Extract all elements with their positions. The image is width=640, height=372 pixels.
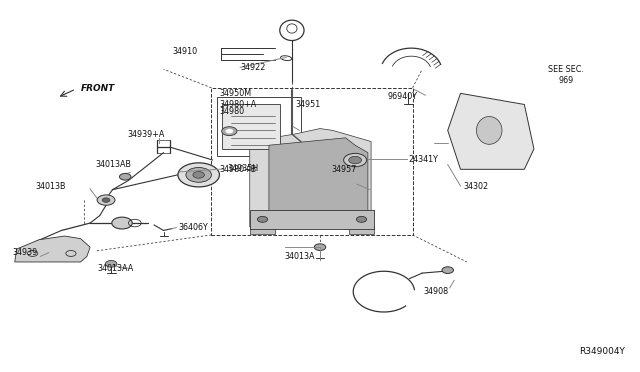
Text: 34980+B: 34980+B — [220, 165, 257, 174]
Text: 34951: 34951 — [296, 100, 321, 109]
Polygon shape — [269, 138, 368, 219]
Text: 34908: 34908 — [424, 287, 449, 296]
Text: 34980+A: 34980+A — [220, 100, 257, 109]
Circle shape — [257, 217, 268, 222]
Circle shape — [102, 198, 110, 202]
Text: 24341Y: 24341Y — [408, 155, 438, 164]
Circle shape — [314, 244, 326, 250]
Polygon shape — [448, 93, 534, 169]
Text: 34013AA: 34013AA — [98, 264, 134, 273]
Bar — [250, 210, 374, 229]
Polygon shape — [467, 108, 515, 153]
Text: 34013B: 34013B — [36, 182, 67, 191]
Ellipse shape — [476, 116, 502, 144]
Text: 34910: 34910 — [172, 46, 197, 55]
Ellipse shape — [186, 167, 211, 182]
Text: R349004Y: R349004Y — [579, 347, 625, 356]
Circle shape — [120, 173, 131, 180]
Circle shape — [106, 260, 117, 267]
Text: FRONT: FRONT — [81, 84, 115, 93]
Text: 34939+A: 34939+A — [127, 130, 164, 140]
Polygon shape — [15, 236, 90, 262]
Polygon shape — [250, 129, 371, 227]
Text: 34013A: 34013A — [285, 252, 316, 261]
Circle shape — [112, 217, 132, 229]
Text: 34980: 34980 — [220, 108, 245, 116]
Circle shape — [225, 129, 233, 134]
Circle shape — [356, 217, 367, 222]
Circle shape — [97, 195, 115, 205]
Bar — [349, 226, 374, 234]
Text: 34935H: 34935H — [227, 164, 259, 173]
Text: SEE SEC.
969: SEE SEC. 969 — [548, 65, 584, 84]
Text: 34950M: 34950M — [220, 89, 252, 98]
Text: 34013AB: 34013AB — [95, 160, 131, 169]
Circle shape — [442, 267, 454, 273]
Text: 34939: 34939 — [12, 248, 37, 257]
Bar — [222, 105, 280, 149]
Bar — [211, 88, 413, 235]
Text: 36406Y: 36406Y — [178, 223, 208, 232]
Circle shape — [221, 127, 237, 136]
Text: 34302: 34302 — [464, 182, 489, 190]
Text: 34957: 34957 — [332, 165, 357, 174]
Bar — [250, 226, 275, 234]
Bar — [216, 97, 301, 156]
Ellipse shape — [178, 163, 220, 187]
Ellipse shape — [193, 171, 204, 178]
Circle shape — [349, 156, 362, 164]
Text: 34922: 34922 — [241, 63, 266, 72]
Circle shape — [344, 153, 367, 167]
Text: 96940Y: 96940Y — [387, 92, 417, 101]
